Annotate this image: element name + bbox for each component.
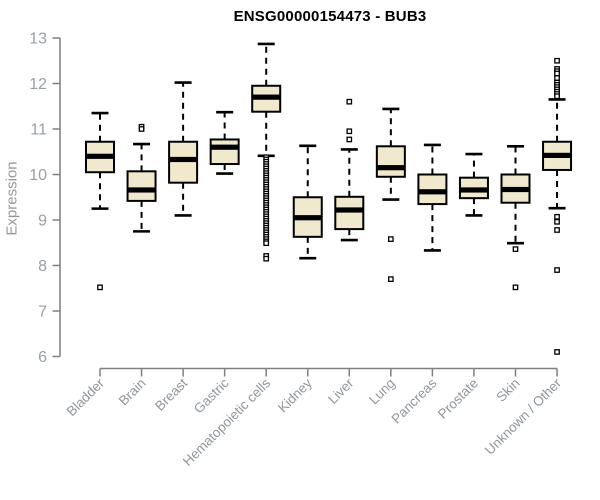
outlier-point (554, 75, 560, 81)
outlier-point (554, 70, 560, 77)
outlier-point (554, 227, 560, 233)
y-tick-label: 9 (38, 213, 47, 230)
boxplot-kidney (292, 144, 323, 260)
x-tick-label: Kidney (275, 375, 315, 415)
outlier-point (554, 349, 560, 355)
median-bar (459, 187, 488, 193)
outlier-point (346, 128, 353, 135)
outlier-point (346, 98, 353, 105)
outlier-point (387, 276, 394, 283)
median-bar (169, 156, 198, 163)
chart-title: ENSG00000154473 - BUB3 (233, 8, 427, 25)
x-tick-label: Pancreas (389, 375, 440, 426)
outlier-point (554, 57, 560, 64)
iqr-box (126, 170, 157, 202)
median-bar (127, 187, 156, 193)
y-tick-label: 10 (29, 167, 47, 184)
median-bar (376, 165, 405, 171)
median-bar (543, 152, 572, 158)
y-tick-label: 8 (38, 258, 47, 275)
outlier-point (138, 126, 145, 132)
outlier-point (263, 240, 270, 247)
median-bar (86, 153, 114, 159)
boxplot-gastric (209, 110, 240, 175)
y-tick-label: 7 (38, 304, 47, 321)
median-bar (335, 207, 364, 213)
y-tick-label: 12 (29, 76, 47, 93)
median-bar (418, 189, 447, 195)
median-bar (501, 186, 530, 193)
median-bar (252, 94, 281, 100)
boxplot-breast (168, 81, 199, 217)
outlier-point (512, 284, 519, 291)
outlier-point (554, 93, 560, 100)
y-axis: 6 7 8 9 10 11 12 13 (29, 31, 61, 366)
x-tick-label: Breast (152, 375, 190, 413)
outlier-point (554, 218, 560, 225)
x-tick-label: Gastric (191, 375, 232, 416)
x-tick-label: Prostate (435, 376, 481, 422)
x-tick-label: Brain (116, 376, 149, 409)
x-tick-label: Bladder (64, 375, 108, 419)
iqr-box (334, 195, 365, 231)
y-tick-label: 6 (38, 349, 47, 366)
boxplot-brain (126, 123, 157, 233)
outlier-point (346, 136, 353, 143)
boxplot-skin (500, 144, 531, 291)
iqr-box (375, 145, 406, 178)
x-tick-label: Skin (493, 376, 522, 405)
iqr-box (168, 140, 199, 184)
boxplot-prostate (458, 152, 489, 217)
iqr-box (209, 138, 240, 166)
outlier-point (554, 213, 560, 220)
boxplot-unknown-other (542, 57, 573, 355)
x-tick-label: Liver (325, 375, 357, 407)
boxplot-liver (334, 98, 365, 242)
y-tick-label: 13 (29, 31, 47, 48)
boxplot-lung (375, 107, 406, 283)
outlier-point (387, 236, 394, 242)
outlier-point (263, 255, 270, 262)
boxplot-hematopoietic-cells (251, 42, 282, 262)
outlier-point (554, 267, 560, 273)
boxplot-bladder (85, 111, 115, 291)
boxplot-pancreas (417, 143, 448, 252)
median-bar (210, 144, 239, 150)
median-bar (293, 215, 322, 221)
outlier-point (512, 246, 519, 252)
y-tick-label: 11 (30, 122, 47, 139)
x-tick-label: Unknown / Other (482, 375, 565, 458)
outlier-point (97, 284, 103, 291)
x-tick-label: Lung (366, 376, 398, 408)
